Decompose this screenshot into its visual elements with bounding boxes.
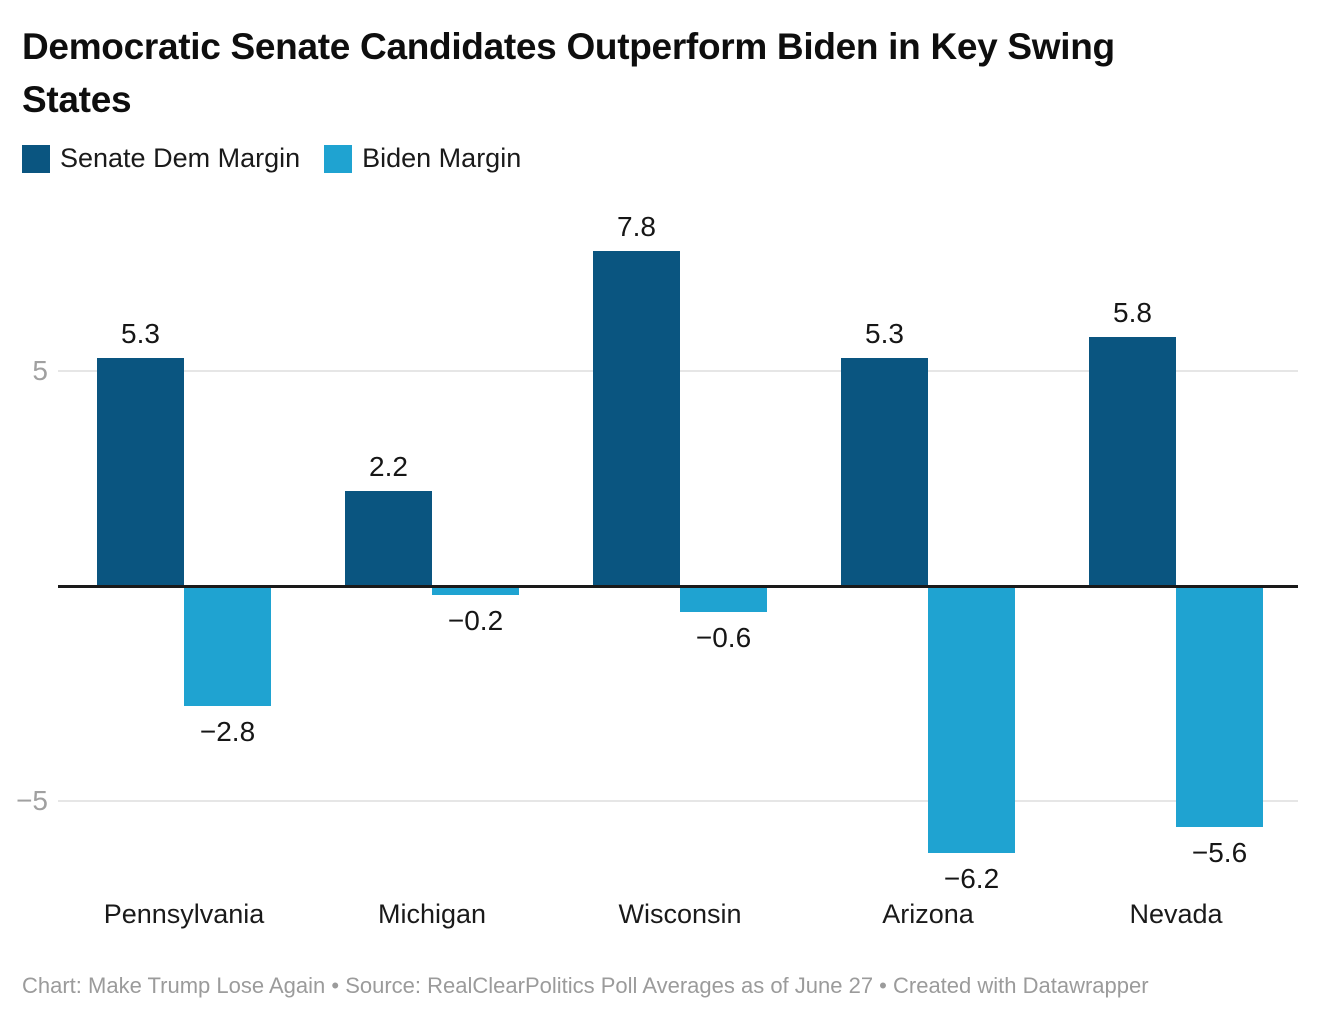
zero-baseline xyxy=(58,585,1298,588)
value-label-michigan-biden: −0.2 xyxy=(447,604,504,636)
legend-swatch-senate-icon xyxy=(22,144,50,173)
bar-biden-margin-wisconsin xyxy=(680,586,767,612)
bar-senate-dem-margin-pennsylvania xyxy=(97,358,184,586)
legend-label-senate: Senate Dem Margin xyxy=(60,143,301,173)
y-tick-label-5: 5 xyxy=(32,355,48,386)
value-label-wisconsin-senate: 7.8 xyxy=(617,210,656,242)
bar-senate-dem-margin-wisconsin xyxy=(593,250,680,586)
legend: Senate Dem Margin Biden Margin xyxy=(22,143,521,174)
bar-biden-margin-pennsylvania xyxy=(184,586,271,707)
bar-biden-margin-michigan xyxy=(432,586,519,595)
bar-biden-margin-nevada xyxy=(1176,586,1263,827)
bar-biden-margin-arizona xyxy=(928,586,1015,853)
value-label-pennsylvania-biden: −2.8 xyxy=(199,716,256,748)
value-label-nevada-senate: 5.8 xyxy=(1113,296,1152,328)
value-label-arizona-senate: 5.3 xyxy=(865,318,904,350)
legend-item-biden-margin: Biden Margin xyxy=(324,143,521,174)
x-axis-label-pennsylvania: Pennsylvania xyxy=(103,899,265,929)
gridline--5 xyxy=(58,800,1298,802)
x-axis-label-arizona: Arizona xyxy=(882,899,974,929)
bar-senate-dem-margin-nevada xyxy=(1089,336,1176,586)
legend-item-senate-dem-margin: Senate Dem Margin xyxy=(22,143,300,174)
value-label-arizona-biden: −6.2 xyxy=(943,862,1000,894)
x-axis-label-michigan: Michigan xyxy=(377,899,487,929)
chart-title: Democratic Senate Candidates Outperform … xyxy=(22,26,1115,120)
x-axis-label-wisconsin: Wisconsin xyxy=(618,899,742,929)
legend-label-biden: Biden Margin xyxy=(362,143,522,173)
value-label-michigan-senate: 2.2 xyxy=(369,451,408,483)
y-tick-label--5: −5 xyxy=(16,785,48,816)
bar-senate-dem-margin-michigan xyxy=(345,491,432,586)
value-label-nevada-biden: −5.6 xyxy=(1191,836,1248,868)
value-label-pennsylvania-senate: 5.3 xyxy=(121,318,160,350)
footer-credit: Chart: Make Trump Lose Again • Source: R… xyxy=(22,973,1149,998)
legend-swatch-biden-icon xyxy=(324,144,353,173)
bar-senate-dem-margin-arizona xyxy=(841,358,928,586)
value-label-wisconsin-biden: −0.6 xyxy=(695,621,752,653)
x-axis-label-nevada: Nevada xyxy=(1129,899,1223,929)
